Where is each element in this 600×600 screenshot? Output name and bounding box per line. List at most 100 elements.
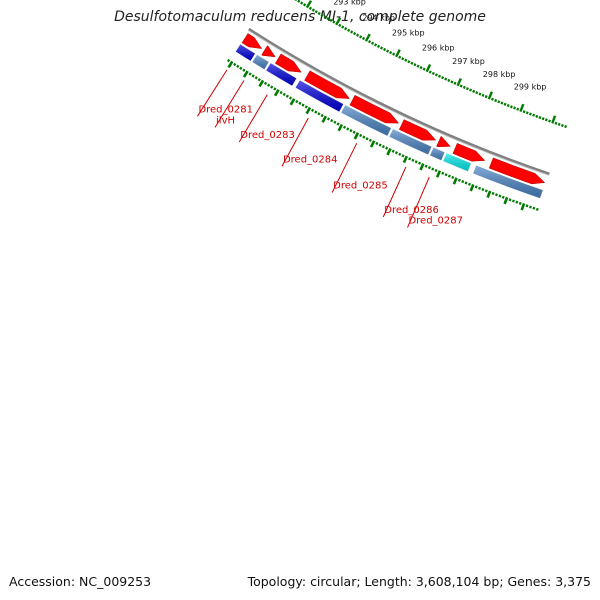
minor-tick	[333, 120, 337, 124]
scale-major-tick	[395, 49, 401, 58]
scale-dot	[544, 118, 548, 122]
major-tick	[289, 98, 296, 106]
major-tick	[452, 177, 458, 185]
scale-dot	[541, 117, 545, 121]
minor-tick	[239, 66, 243, 70]
scale-dot	[564, 125, 568, 129]
tick-label: 295 kbp	[392, 29, 425, 38]
gene-label-leader	[238, 94, 268, 143]
accession-value: NC_009253	[79, 574, 152, 589]
scale-dot	[303, 3, 307, 7]
minor-tick	[317, 112, 321, 116]
gene-label-leader	[331, 143, 358, 193]
minor-tick	[326, 117, 331, 121]
scale-dot	[370, 41, 375, 45]
minor-tick	[242, 68, 246, 72]
minor-tick	[352, 130, 356, 134]
genome-backbone	[247, 27, 550, 176]
minor-tick	[359, 133, 363, 138]
gene-labels: Dred_0281ilvHDred_0283Dred_0284Dred_0285…	[197, 69, 463, 228]
scale-dot	[407, 60, 411, 64]
scale-dot	[475, 91, 479, 95]
minor-tick	[346, 127, 350, 131]
scale-dot	[311, 8, 315, 12]
scale-dot	[431, 71, 435, 76]
minor-tick	[301, 103, 305, 107]
scale-dot	[525, 111, 529, 115]
scale-dot	[332, 20, 336, 24]
minor-tick	[498, 194, 502, 198]
minor-tick	[474, 185, 478, 189]
forward-gene-Dred_0287[interactable]	[429, 146, 446, 161]
gene-label-leader	[214, 80, 245, 128]
minor-tick	[401, 154, 405, 158]
minor-tick	[285, 94, 289, 98]
major-tick	[258, 79, 265, 88]
minor-tick	[391, 149, 395, 153]
minor-tick	[394, 151, 398, 155]
scale-dot	[513, 106, 517, 110]
reverse-gene-9[interactable]	[488, 157, 546, 185]
scale-dot	[410, 61, 414, 65]
minor-tick	[298, 101, 302, 105]
scale-major-tick	[305, 0, 313, 9]
scale-dot	[326, 17, 330, 21]
gene-label-ilvH[interactable]: ilvH	[216, 115, 235, 126]
minor-tick	[248, 72, 252, 76]
reverse-gene-3[interactable]	[274, 53, 302, 73]
scale-dot	[359, 35, 363, 39]
major-tick	[227, 60, 234, 69]
reverse-gene-1[interactable]	[241, 33, 263, 49]
minor-tick	[273, 87, 277, 91]
scale-dot	[398, 55, 402, 59]
reverse-gene-8[interactable]	[452, 143, 486, 162]
scale-dot	[350, 30, 354, 34]
scale-dot	[323, 15, 327, 19]
scale-dot	[481, 93, 485, 97]
minor-tick	[417, 161, 422, 165]
gene-label-leader	[197, 69, 228, 117]
scale-dot	[469, 88, 473, 92]
scale-dot	[422, 67, 426, 71]
gene-label-Dred_0284[interactable]: Dred_0284	[283, 154, 338, 165]
minor-tick	[257, 78, 261, 82]
scale-dot	[373, 43, 378, 47]
reverse-gene-2[interactable]	[261, 45, 276, 58]
reverse-gene-5[interactable]	[349, 94, 400, 124]
scale-dot	[554, 121, 558, 125]
minor-tick	[227, 58, 231, 63]
minor-tick	[233, 62, 237, 67]
reverse-strand-track	[241, 33, 546, 185]
reverse-gene-7[interactable]	[436, 136, 451, 147]
minor-tick	[314, 110, 318, 114]
minor-tick	[304, 105, 308, 109]
accession-label: Accession:	[9, 574, 76, 589]
scale-dot	[317, 11, 321, 16]
scale-dot	[404, 58, 408, 62]
gene-label-Dred_0283[interactable]: Dred_0283	[240, 130, 295, 141]
genome-backbone-highlight	[247, 29, 550, 176]
scale-dot	[494, 98, 498, 103]
minor-tick	[484, 189, 488, 193]
gene-label-Dred_0287[interactable]: Dred_0287	[408, 216, 463, 227]
scale-dot	[320, 13, 324, 17]
minor-tick	[267, 83, 271, 87]
reverse-gene-4[interactable]	[304, 70, 350, 99]
minor-tick	[451, 175, 455, 180]
scale-dot	[389, 51, 393, 55]
minor-tick	[529, 205, 532, 209]
scale-dot	[361, 36, 366, 41]
gene-label-Dred_0285[interactable]: Dred_0285	[333, 181, 388, 192]
tick-label: 297 kbp	[452, 57, 485, 66]
scale-dot	[428, 70, 432, 74]
minor-tick	[478, 186, 482, 190]
major-tick	[503, 196, 509, 205]
forward-gene-ilvH[interactable]	[251, 54, 270, 71]
scale-dot	[462, 85, 466, 89]
scale-dot	[314, 10, 318, 14]
major-tick	[435, 170, 442, 178]
gene-label-Dred_0286[interactable]: Dred_0286	[384, 205, 439, 216]
reverse-gene-6[interactable]	[398, 119, 437, 141]
